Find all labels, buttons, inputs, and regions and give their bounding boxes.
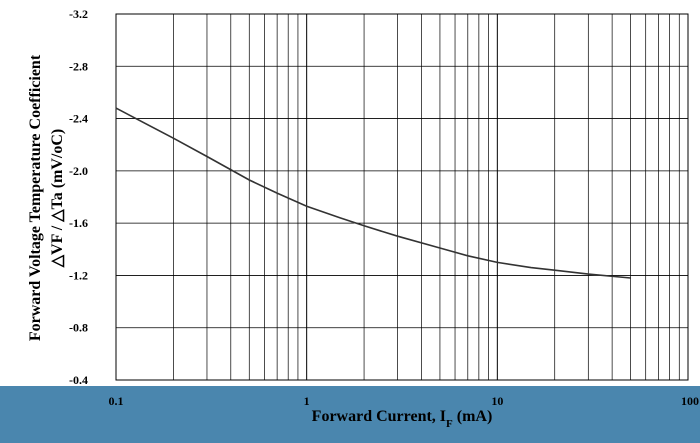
y-tick-label: -1.6 xyxy=(69,216,88,230)
footer-band xyxy=(0,386,700,443)
y-tick-label: -2.0 xyxy=(69,164,88,178)
y-axis-title-line2: △VF / △Ta (mV/oC) xyxy=(49,129,66,269)
x-axis-title: Forward Current, IF (mA) xyxy=(312,408,493,430)
y-axis-title-line1: Forward Voltage Temperature Coefficient xyxy=(27,54,44,341)
y-tick-label: -2.4 xyxy=(69,112,88,126)
y-tick-label: -1.2 xyxy=(69,268,88,282)
y-tick-label: -0.8 xyxy=(69,321,88,335)
y-tick-label: -3.2 xyxy=(69,7,88,21)
x-tick-label: 0.1 xyxy=(109,394,124,408)
y-tick-label: -0.4 xyxy=(69,373,88,387)
series-line xyxy=(115,107,631,279)
x-tick-label: 100 xyxy=(681,394,699,408)
y-tick-label: -2.8 xyxy=(69,59,88,73)
x-tick-label: 1 xyxy=(304,394,310,408)
plot-frame xyxy=(115,13,689,381)
x-tick-label: 10 xyxy=(491,394,503,408)
